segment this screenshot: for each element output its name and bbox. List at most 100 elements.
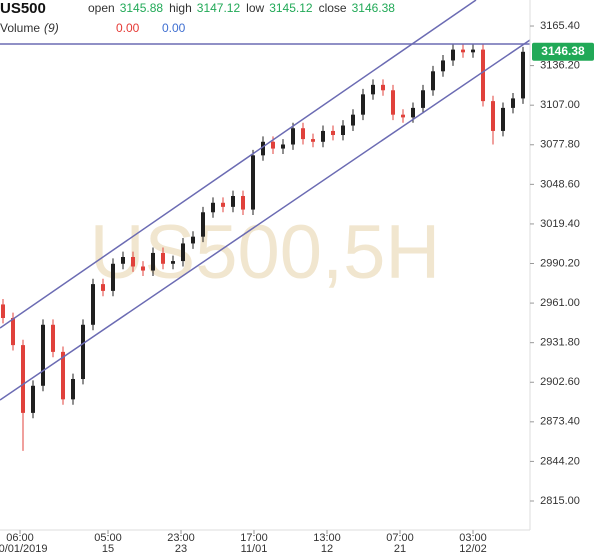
candle-body (91, 284, 95, 325)
x-tick-sublabel: 15 (102, 543, 114, 555)
y-tick-label: 3019.40 (540, 218, 580, 230)
y-tick-label: 2931.80 (540, 337, 580, 349)
ohlc-label: close (319, 1, 347, 15)
candle-body (231, 196, 235, 207)
candle-body (371, 84, 375, 95)
candle-body (11, 318, 15, 346)
candle-body (171, 261, 175, 264)
candle-body (141, 266, 145, 271)
candle-body (481, 49, 485, 102)
candle-body (241, 196, 245, 210)
x-tick-label: 03:00 (459, 532, 487, 544)
y-tick-label: 2902.60 (540, 376, 580, 388)
y-tick-label: 2990.20 (540, 257, 580, 269)
ohlc-label: low (246, 1, 264, 15)
ohlc-value: 3145.88 (120, 1, 164, 15)
candle-body (311, 139, 315, 142)
candle-body (361, 94, 365, 115)
y-tick-label: 3136.20 (540, 60, 580, 72)
candle-body (291, 128, 295, 145)
candle-body (261, 141, 265, 156)
x-tick-sublabel: 21 (394, 543, 406, 555)
candle-body (41, 324, 45, 386)
volume-value: 0.00 (116, 21, 140, 35)
candle-body (411, 107, 415, 118)
candle-body (1, 304, 5, 318)
y-tick-label: 3048.60 (540, 178, 580, 190)
candle-body (251, 155, 255, 210)
volume-value: 0.00 (162, 21, 186, 35)
candle-body (501, 107, 505, 131)
x-tick-sublabel: 10/01/2019 (0, 543, 48, 555)
candle-body (161, 252, 165, 264)
ohlc-value: 3147.12 (197, 1, 241, 15)
candle-body (81, 324, 85, 379)
candle-body (331, 130, 335, 136)
last-price-tag (532, 42, 594, 61)
header: US500 open 3145.88 high 3147.12 low 3145.12 clo… (0, 0, 395, 35)
candle-body (301, 128, 305, 140)
candle-body (351, 114, 355, 126)
candle-body (391, 90, 395, 115)
y-tick-label: 2873.40 (540, 416, 580, 428)
candle-body (281, 144, 285, 149)
symbol: US500 (0, 0, 46, 17)
ohlc-label: high (169, 1, 192, 15)
y-tick-label: 2844.20 (540, 455, 580, 467)
x-tick-label: 17:00 (240, 532, 268, 544)
x-tick-sublabel: 11/01 (241, 543, 268, 555)
candle-body (511, 98, 515, 108)
x-tick-label: 07:00 (386, 532, 414, 544)
channel-lower (0, 39, 531, 401)
candle-body (111, 263, 115, 291)
candle-body (71, 378, 75, 400)
candle-body (441, 60, 445, 72)
candle-body (131, 257, 135, 267)
volume-param: (9) (44, 21, 59, 35)
candle-body (521, 51, 525, 99)
watermark: US500,5H (90, 210, 441, 295)
candle-body (431, 71, 435, 91)
candle-body (181, 243, 185, 262)
candle-body (401, 114, 405, 118)
candle-body (211, 202, 215, 213)
candle-body (191, 236, 195, 244)
last-price-label: 3146.38 (541, 44, 585, 58)
y-tick-label: 2961.00 (540, 297, 580, 309)
x-tick-sublabel: 23 (175, 543, 187, 555)
y-tick-label: 3107.00 (540, 99, 580, 111)
candle-body (31, 385, 35, 413)
candle-body (121, 257, 125, 264)
x-tick-sublabel: 12 (321, 543, 333, 555)
candle-body (271, 141, 275, 149)
candle-body (341, 125, 345, 136)
x-tick-label: 13:00 (313, 532, 341, 544)
ohlc-label: open (88, 1, 115, 15)
candle-body (491, 101, 495, 131)
y-tick-label: 3077.80 (540, 139, 580, 151)
candle-body (201, 212, 205, 237)
candles (1, 44, 525, 451)
candle-body (381, 84, 385, 91)
volume-label: Volume (0, 21, 40, 35)
y-tick-label: 3165.40 (540, 20, 580, 32)
ohlc-value: 3146.38 (352, 1, 396, 15)
ohlc-value: 3145.12 (269, 1, 313, 15)
x-tick-label: 05:00 (94, 532, 122, 544)
x-tick-label: 06:00 (6, 532, 34, 544)
candle-body (51, 324, 55, 352)
candle-body (21, 345, 25, 413)
candle-body (421, 90, 425, 108)
candle-body (451, 49, 455, 61)
x-tick-sublabel: 12/02 (459, 543, 487, 555)
channel-upper (0, 0, 477, 329)
candle-body (461, 49, 465, 53)
candle-body (101, 284, 105, 291)
candle-body (61, 351, 65, 400)
candle-body (151, 252, 155, 271)
x-tick-label: 23:00 (167, 532, 195, 544)
candle-body (321, 130, 325, 142)
candle-body (471, 49, 475, 53)
